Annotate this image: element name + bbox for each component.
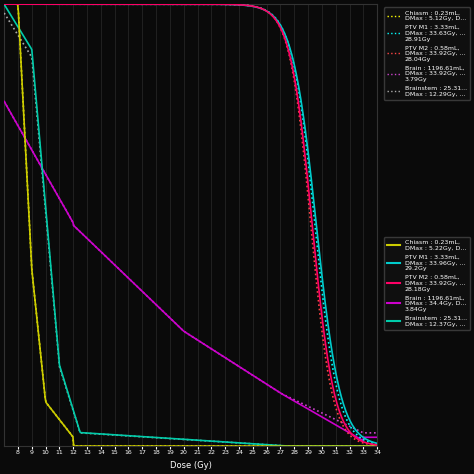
Legend: Chiasm : 0.23mL,
DMax : 5.22Gy, D..., PTV M1 : 3.33mL,
DMax : 33.96Gy, ...
29.2G: Chiasm : 0.23mL, DMax : 5.22Gy, D..., PT…: [384, 237, 470, 330]
X-axis label: Dose (Gy): Dose (Gy): [170, 461, 211, 470]
